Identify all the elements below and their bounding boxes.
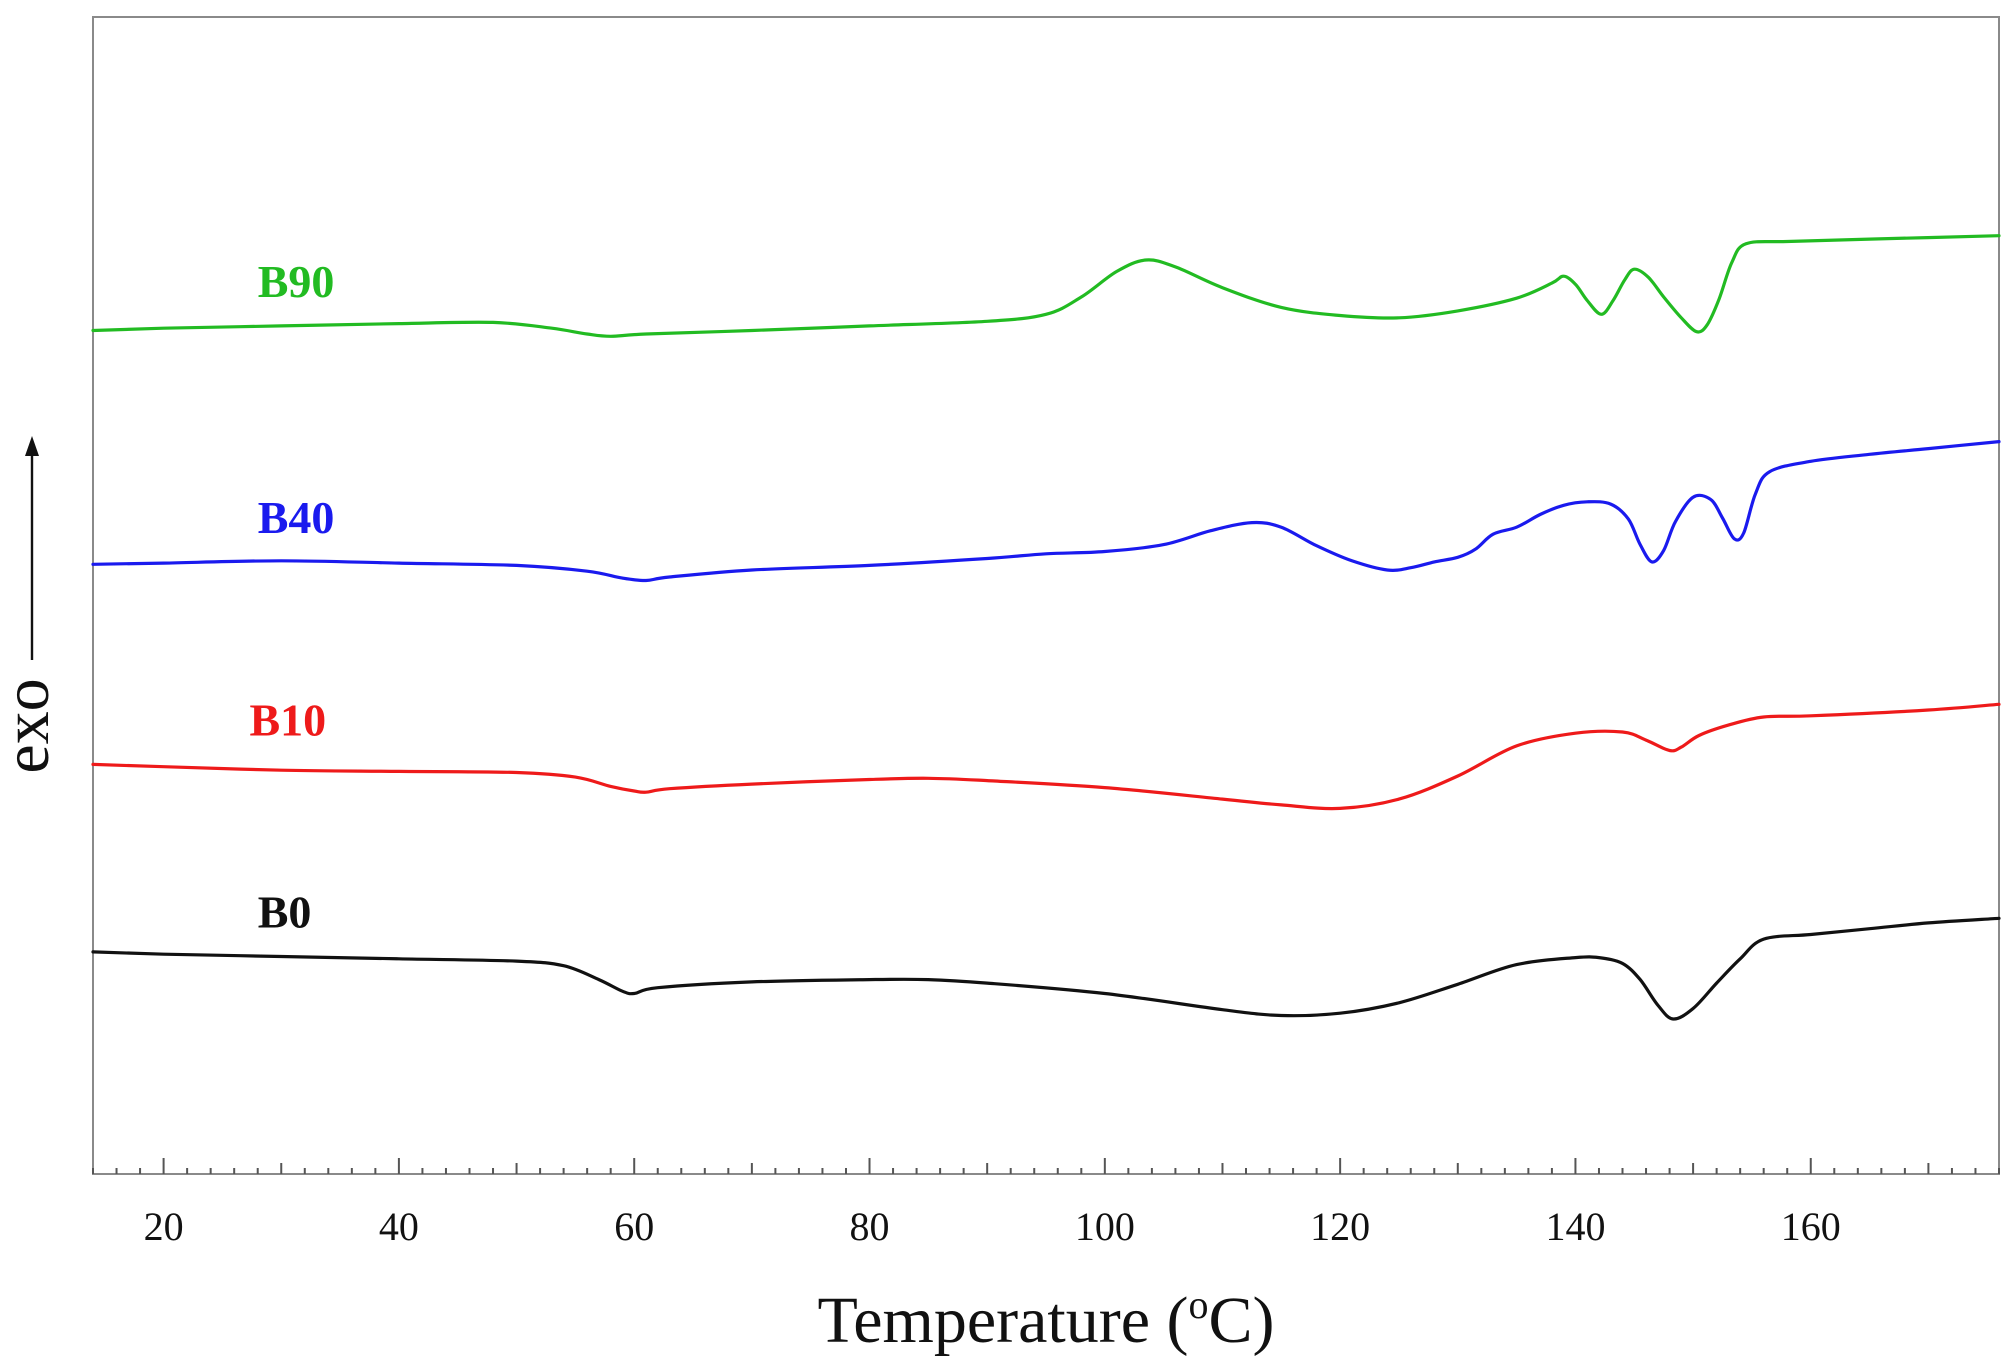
x-tick-label: 20 [144, 1204, 184, 1249]
x-axis-title-main: Temperature ( [818, 1284, 1189, 1357]
series-label-b10: B10 [249, 694, 326, 745]
x-axis-title-unit: C) [1209, 1284, 1275, 1357]
x-tick-label: 100 [1075, 1204, 1135, 1249]
series-label-b90: B90 [258, 256, 335, 307]
plot-frame [92, 16, 2000, 1175]
series-labels: B90 B40 B10 B0 [249, 256, 334, 938]
x-axis: 20 40 60 80 100 120 140 160 [92, 1158, 2000, 1249]
y-axis-title-group: exo [0, 436, 63, 774]
series-layer [91, 234, 2001, 1021]
x-tick-label: 160 [1781, 1204, 1841, 1249]
series-line-b0 [91, 916, 2001, 1021]
x-tick-label: 140 [1545, 1204, 1605, 1249]
series-line-b10 [91, 702, 2001, 811]
x-tick-label: 40 [379, 1204, 419, 1249]
x-tick-label: 120 [1310, 1204, 1370, 1249]
arrow-up-icon-head [25, 436, 39, 456]
series-label-b40: B40 [258, 492, 335, 543]
x-tick-label: 80 [850, 1204, 890, 1249]
series-line-b90 [91, 234, 2001, 338]
y-axis-title: exo [0, 678, 63, 773]
x-tick-label: 60 [614, 1204, 654, 1249]
x-axis-title: Temperature (oC) [818, 1282, 1275, 1357]
x-axis-title-superscript: o [1189, 1282, 1209, 1327]
series-label-b0: B0 [258, 887, 312, 938]
series-line-b40 [91, 440, 2001, 583]
plot-area-border [92, 16, 2000, 1175]
